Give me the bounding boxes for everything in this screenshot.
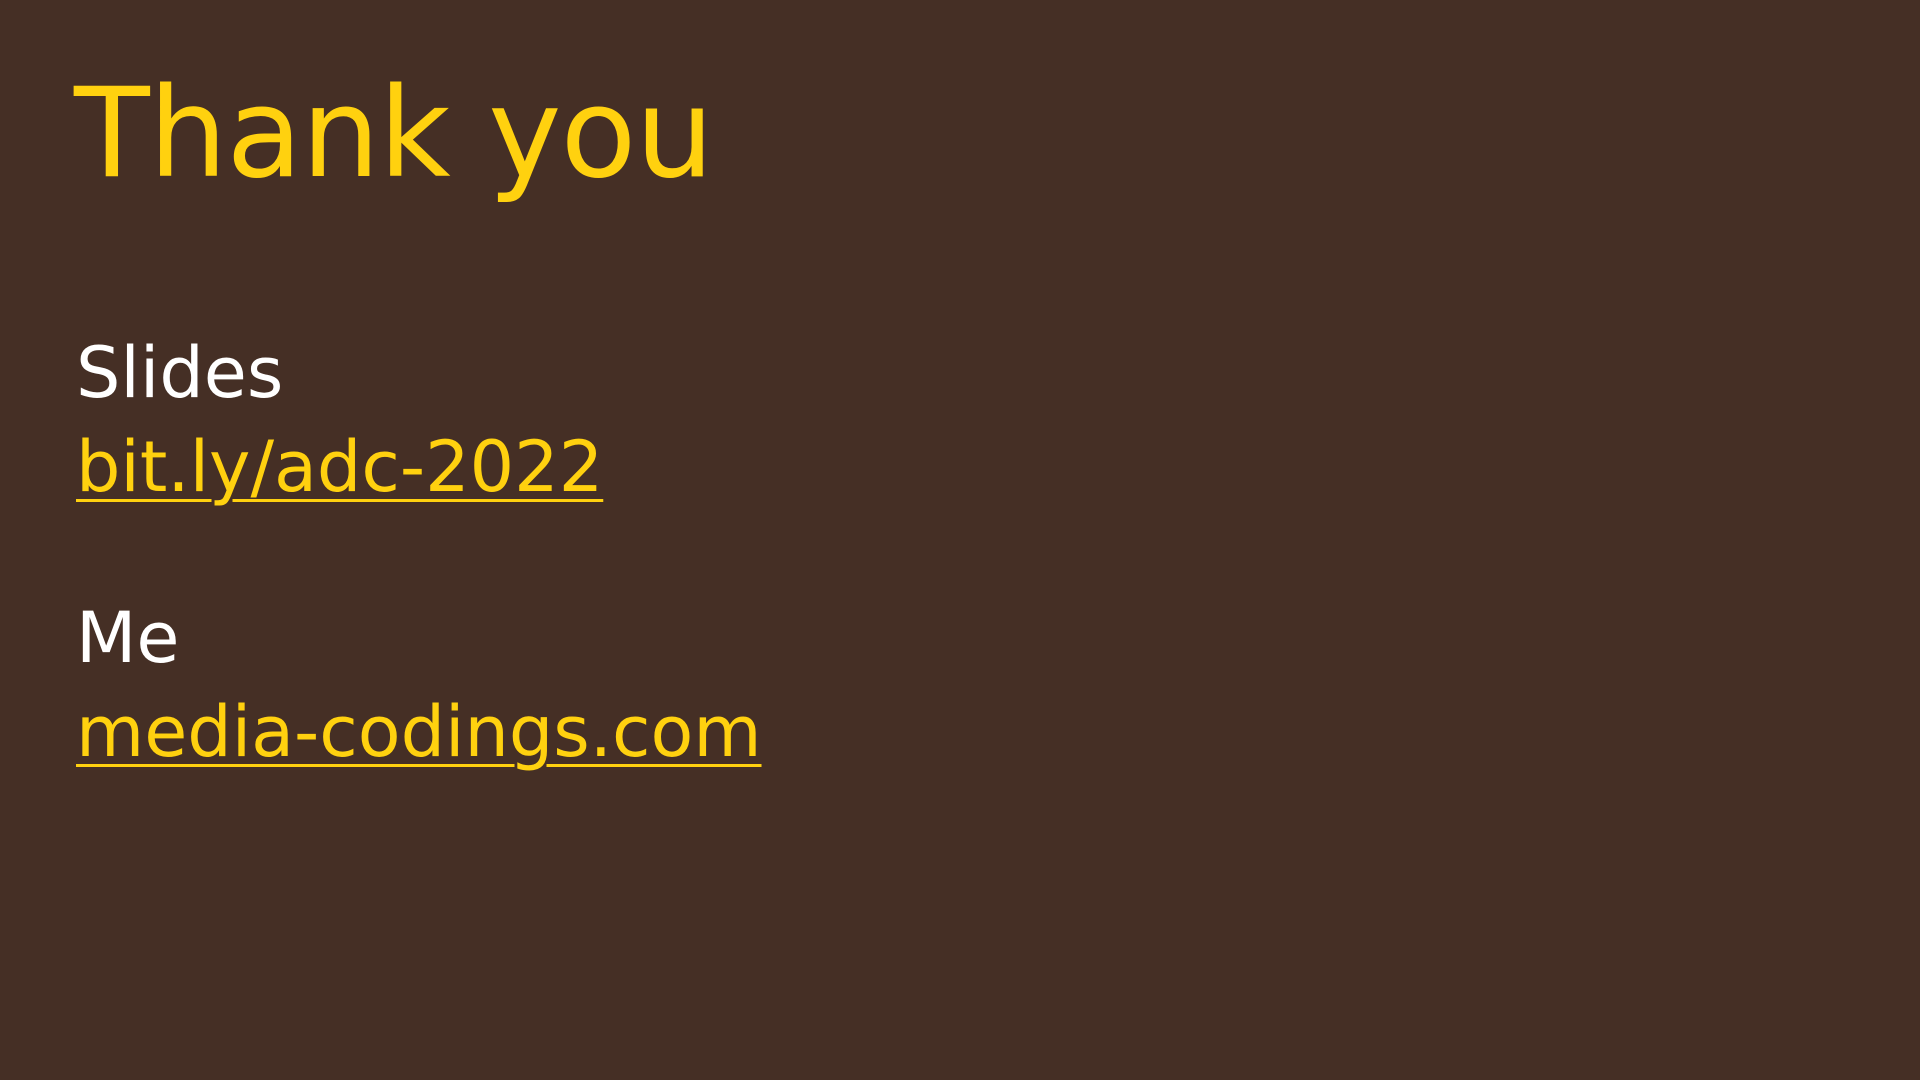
- slides-link[interactable]: bit.ly/adc-2022: [76, 426, 604, 508]
- me-label: Me: [76, 597, 180, 679]
- slide-title: Thank you: [74, 62, 714, 206]
- slides-label: Slides: [76, 332, 284, 414]
- website-link[interactable]: media-codings.com: [76, 691, 762, 773]
